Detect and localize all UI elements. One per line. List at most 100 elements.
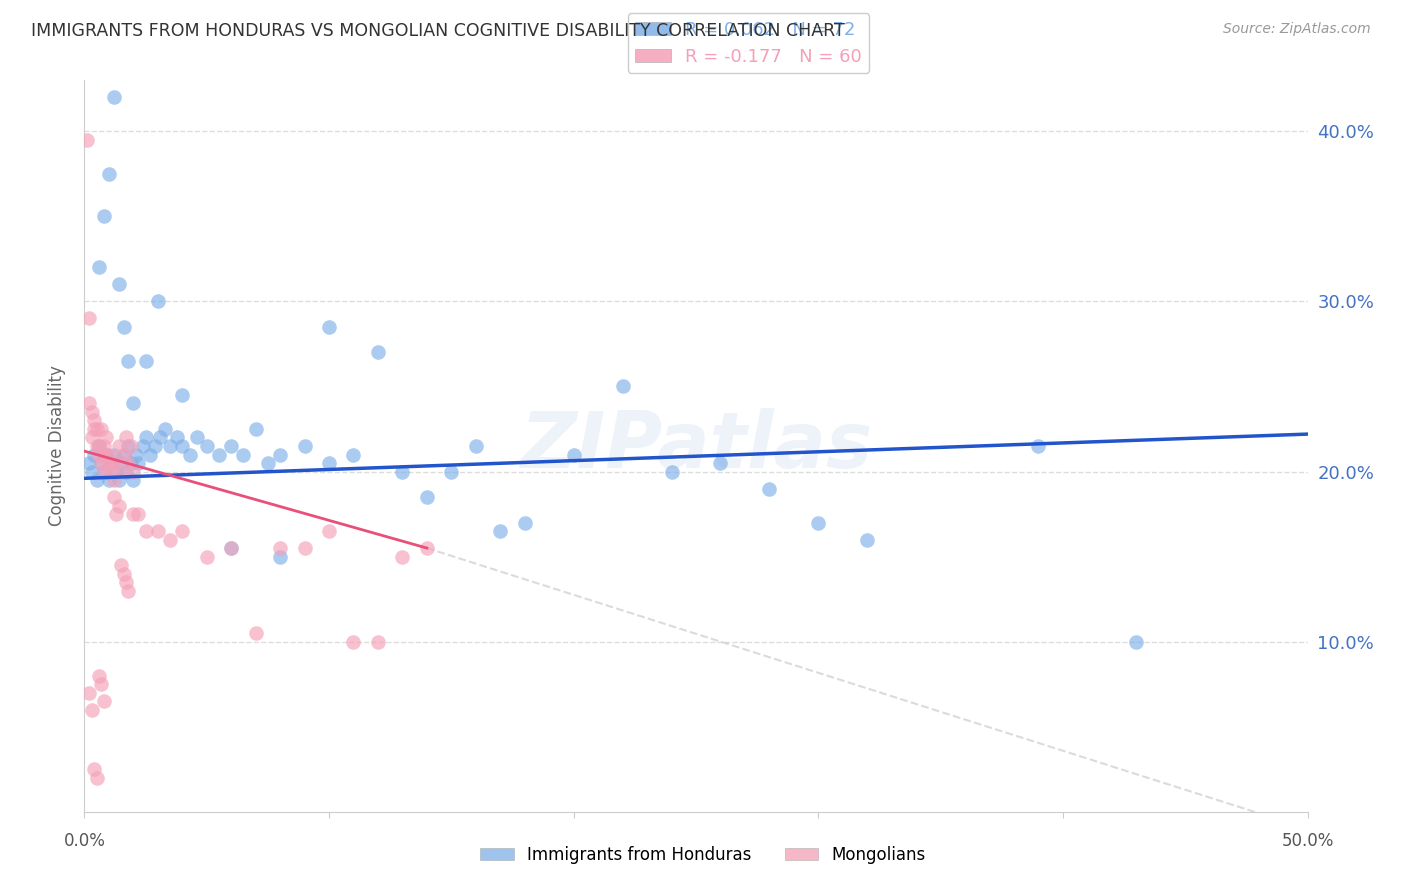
Point <box>87 668 110 682</box>
Point <box>219 439 242 453</box>
Point <box>391 549 413 564</box>
Point <box>1125 634 1147 648</box>
Point <box>96 448 118 462</box>
Point <box>80 703 103 717</box>
Point <box>117 583 139 598</box>
Point <box>107 499 129 513</box>
Point <box>90 677 112 691</box>
Point <box>149 430 172 444</box>
Point <box>166 430 188 444</box>
Point <box>245 422 267 436</box>
Point <box>107 473 129 487</box>
Point <box>103 473 125 487</box>
Point <box>80 405 103 419</box>
Point <box>318 320 340 334</box>
Point <box>93 439 115 453</box>
Point <box>135 430 157 444</box>
Text: ZIPatlas: ZIPatlas <box>520 408 872 484</box>
Point <box>391 465 413 479</box>
Point <box>153 422 176 436</box>
Point <box>489 524 512 538</box>
Point <box>318 456 340 470</box>
Point <box>77 456 100 470</box>
Point <box>367 345 389 359</box>
Point <box>112 566 135 581</box>
Point <box>97 473 120 487</box>
Point <box>120 439 142 453</box>
Point <box>122 465 145 479</box>
Point <box>294 439 316 453</box>
Point <box>105 507 128 521</box>
Point <box>562 448 585 462</box>
Point <box>112 320 135 334</box>
Point <box>269 541 291 555</box>
Point <box>115 465 138 479</box>
Point <box>146 294 169 309</box>
Point <box>87 439 110 453</box>
Point <box>93 465 115 479</box>
Point <box>115 575 138 590</box>
Point <box>93 694 115 708</box>
Point <box>219 541 242 555</box>
Point <box>125 448 148 462</box>
Point <box>269 549 291 564</box>
Point <box>86 473 108 487</box>
Point <box>208 448 231 462</box>
Point <box>127 507 149 521</box>
Point <box>107 439 129 453</box>
Point <box>143 439 166 453</box>
Point <box>112 448 135 462</box>
Point <box>179 448 201 462</box>
Point <box>122 473 145 487</box>
Point <box>117 354 139 368</box>
Point <box>86 422 108 436</box>
Point <box>86 439 108 453</box>
Point <box>80 430 103 444</box>
Point <box>105 456 128 470</box>
Point <box>122 396 145 410</box>
Point <box>416 541 439 555</box>
Legend: Immigrants from Honduras, Mongolians: Immigrants from Honduras, Mongolians <box>474 839 932 871</box>
Point <box>135 524 157 538</box>
Point <box>93 210 115 224</box>
Point <box>367 634 389 648</box>
Text: IMMIGRANTS FROM HONDURAS VS MONGOLIAN COGNITIVE DISABILITY CORRELATION CHART: IMMIGRANTS FROM HONDURAS VS MONGOLIAN CO… <box>31 22 845 40</box>
Point <box>83 448 105 462</box>
Text: 0.0%: 0.0% <box>63 832 105 850</box>
Point <box>195 549 218 564</box>
Point <box>159 439 181 453</box>
Point <box>117 439 139 453</box>
Point <box>77 311 100 326</box>
Point <box>96 430 118 444</box>
Point <box>100 456 122 470</box>
Point <box>105 465 128 479</box>
Text: 50.0%: 50.0% <box>1281 832 1334 850</box>
Point <box>100 456 122 470</box>
Point <box>464 439 486 453</box>
Point <box>318 524 340 538</box>
Point <box>172 524 194 538</box>
Point <box>103 448 125 462</box>
Point <box>172 439 194 453</box>
Point <box>159 533 181 547</box>
Point <box>709 456 731 470</box>
Point <box>97 167 120 181</box>
Point <box>219 541 242 555</box>
Point <box>90 456 112 470</box>
Point <box>135 354 157 368</box>
Legend: R = 0.062   N = 72, R = -0.177   N = 60: R = 0.062 N = 72, R = -0.177 N = 60 <box>627 13 869 73</box>
Point <box>97 456 120 470</box>
Point <box>90 422 112 436</box>
Point <box>195 439 218 453</box>
Point <box>100 465 122 479</box>
Point <box>1028 439 1050 453</box>
Point <box>76 133 98 147</box>
Point <box>83 422 105 436</box>
Point <box>87 439 110 453</box>
Point <box>120 456 142 470</box>
Point <box>232 448 254 462</box>
Point <box>83 413 105 427</box>
Point <box>112 448 135 462</box>
Text: Source: ZipAtlas.com: Source: ZipAtlas.com <box>1223 22 1371 37</box>
Point <box>107 277 129 292</box>
